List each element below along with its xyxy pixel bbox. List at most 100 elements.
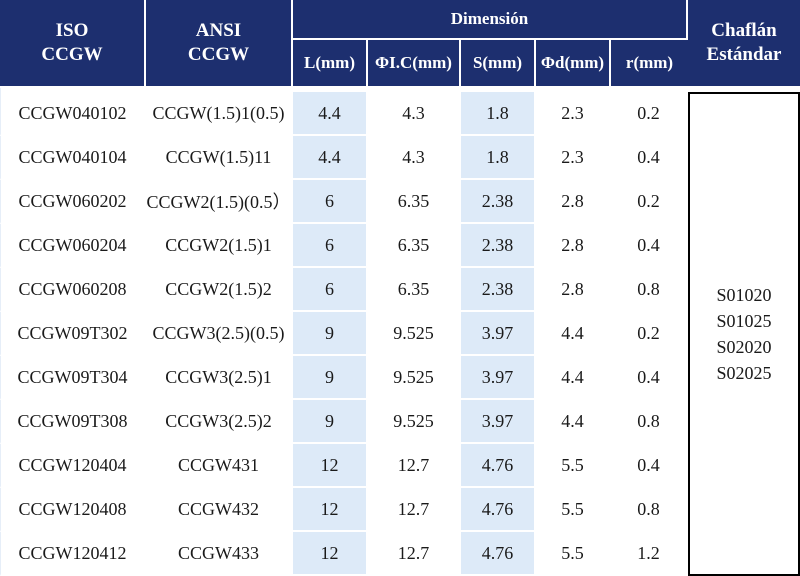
cell-d: 5.5 [536, 444, 611, 488]
cell-ic: 4.3 [368, 136, 461, 180]
cell-s: 4.76 [461, 488, 536, 532]
cell-d: 2.8 [536, 268, 611, 312]
cell-l: 9 [293, 356, 368, 400]
cell-s: 2.38 [461, 224, 536, 268]
header-s-mm: S(mm) [461, 40, 536, 88]
cell-iso: CCGW09T308 [0, 400, 146, 444]
cell-r: 0.4 [611, 356, 689, 400]
cell-ic: 6.35 [368, 268, 461, 312]
cell-l: 12 [293, 488, 368, 532]
cell-ansi: CCGW3(2.5)1 [146, 356, 293, 400]
cell-chaflan-values: S01020 S01025 S02020 S02025 [688, 92, 800, 576]
cell-ansi: CCGW2(1.5)1 [146, 224, 293, 268]
cell-ic: 6.35 [368, 180, 461, 224]
cell-d: 2.3 [536, 92, 611, 136]
cell-l: 4.4 [293, 92, 368, 136]
cell-l: 4.4 [293, 136, 368, 180]
cell-d: 4.4 [536, 312, 611, 356]
cell-iso: CCGW120408 [0, 488, 146, 532]
table-row: CCGW09T304 CCGW3(2.5)1 9 9.525 3.97 4.4 0.4 [0, 356, 800, 400]
cell-d: 4.4 [536, 400, 611, 444]
table-row: CCGW040102 CCGW(1.5)1(0.5) 4.4 4.3 1.8 2.3 0.2… [0, 92, 800, 576]
cell-s: 3.97 [461, 312, 536, 356]
cell-r: 0.2 [611, 312, 689, 356]
cell-s: 4.76 [461, 444, 536, 488]
cell-iso: CCGW060202 [0, 180, 146, 224]
cell-iso: CCGW060208 [0, 268, 146, 312]
cell-ansi: CCGW3(2.5)(0.5) [146, 312, 293, 356]
cell-iso: CCGW120404 [0, 444, 146, 488]
table-row: CCGW09T302 CCGW3(2.5)(0.5) 9 9.525 3.97 4.4 0.… [0, 312, 800, 356]
cell-ansi: CCGW3(2.5)2 [146, 400, 293, 444]
cell-ic: 6.35 [368, 224, 461, 268]
cell-ansi: CCGW2(1.5)2 [146, 268, 293, 312]
table-row: CCGW09T308 CCGW3(2.5)2 9 9.525 3.97 4.4 0.8 [0, 400, 800, 444]
cell-ic: 12.7 [368, 444, 461, 488]
cell-s: 1.8 [461, 92, 536, 136]
cell-l: 6 [293, 268, 368, 312]
chaflan-code: S01025 [716, 310, 772, 331]
cell-ic: 12.7 [368, 488, 461, 532]
cell-l: 6 [293, 224, 368, 268]
cell-r: 0.2 [611, 92, 689, 136]
cell-d: 2.8 [536, 224, 611, 268]
cell-l: 6 [293, 180, 368, 224]
cell-iso: CCGW040104 [0, 136, 146, 180]
cell-s: 2.38 [461, 268, 536, 312]
cell-l: 12 [293, 444, 368, 488]
cell-d: 5.5 [536, 488, 611, 532]
cell-d: 4.4 [536, 356, 611, 400]
cell-ic: 4.3 [368, 92, 461, 136]
cell-r: 0.8 [611, 268, 689, 312]
header-dimension-group: Dimensión [293, 0, 689, 40]
cell-ic: 9.525 [368, 356, 461, 400]
cell-ic: 9.525 [368, 312, 461, 356]
cell-s: 3.97 [461, 400, 536, 444]
cell-s: 3.97 [461, 356, 536, 400]
cell-s: 2.38 [461, 180, 536, 224]
cell-d: 2.8 [536, 180, 611, 224]
cell-r: 1.2 [611, 532, 689, 576]
table-row: CCGW120408 CCGW432 12 12.7 4.76 5.5 0.8 [0, 488, 800, 532]
header-ansi-ccgw: ANSI CCGW [146, 0, 293, 88]
header-ic-mm: ΦI.C(mm) [368, 40, 461, 88]
table-row: CCGW120412 CCGW433 12 12.7 4.76 5.5 1.2 [0, 532, 800, 576]
cell-s: 1.8 [461, 136, 536, 180]
chaflan-code: S02025 [716, 363, 772, 384]
header-chaflan-estandar: Chaflán Estándar [688, 0, 800, 88]
cell-iso: CCGW09T302 [0, 312, 146, 356]
cell-r: 0.8 [611, 400, 689, 444]
cell-d: 2.3 [536, 136, 611, 180]
cell-r: 0.8 [611, 488, 689, 532]
chaflan-code: S01020 [716, 284, 772, 305]
cell-ansi: CCGW432 [146, 488, 293, 532]
cell-l: 9 [293, 400, 368, 444]
cell-d: 5.5 [536, 532, 611, 576]
cell-ansi: CCGW2(1.5)(0.5） [146, 180, 293, 224]
cell-iso: CCGW040102 [0, 92, 146, 136]
cell-ansi: CCGW431 [146, 444, 293, 488]
cell-iso: CCGW120412 [0, 532, 146, 576]
chaflan-code: S02020 [716, 337, 772, 357]
header-iso-ccgw: ISO CCGW [0, 0, 146, 88]
table-row: CCGW040104 CCGW(1.5)11 4.4 4.3 1.8 2.3 0.4 [0, 136, 800, 180]
cell-r: 0.4 [611, 224, 689, 268]
table-row: CCGW060204 CCGW2(1.5)1 6 6.35 2.38 2.8 0.4 [0, 224, 800, 268]
cell-l: 9 [293, 312, 368, 356]
cell-r: 0.4 [611, 136, 689, 180]
cell-ic: 12.7 [368, 532, 461, 576]
header-r-mm: r(mm) [611, 40, 689, 88]
cell-l: 12 [293, 532, 368, 576]
header-l-mm: L(mm) [293, 40, 368, 88]
cell-r: 0.2 [611, 180, 689, 224]
table-row: CCGW060202 CCGW2(1.5)(0.5） 6 6.35 2.38 2.8 0.2 [0, 180, 800, 224]
cell-s: 4.76 [461, 532, 536, 576]
cell-ansi: CCGW(1.5)1(0.5) [146, 92, 293, 136]
cell-iso: CCGW060204 [0, 224, 146, 268]
table-row: CCGW120404 CCGW431 12 12.7 4.76 5.5 0.4 [0, 444, 800, 488]
cell-ansi: CCGW(1.5)11 [146, 136, 293, 180]
table-body: CCGW040102 CCGW(1.5)1(0.5) 4.4 4.3 1.8 2.3 0.2… [0, 88, 800, 576]
cell-ic: 9.525 [368, 400, 461, 444]
